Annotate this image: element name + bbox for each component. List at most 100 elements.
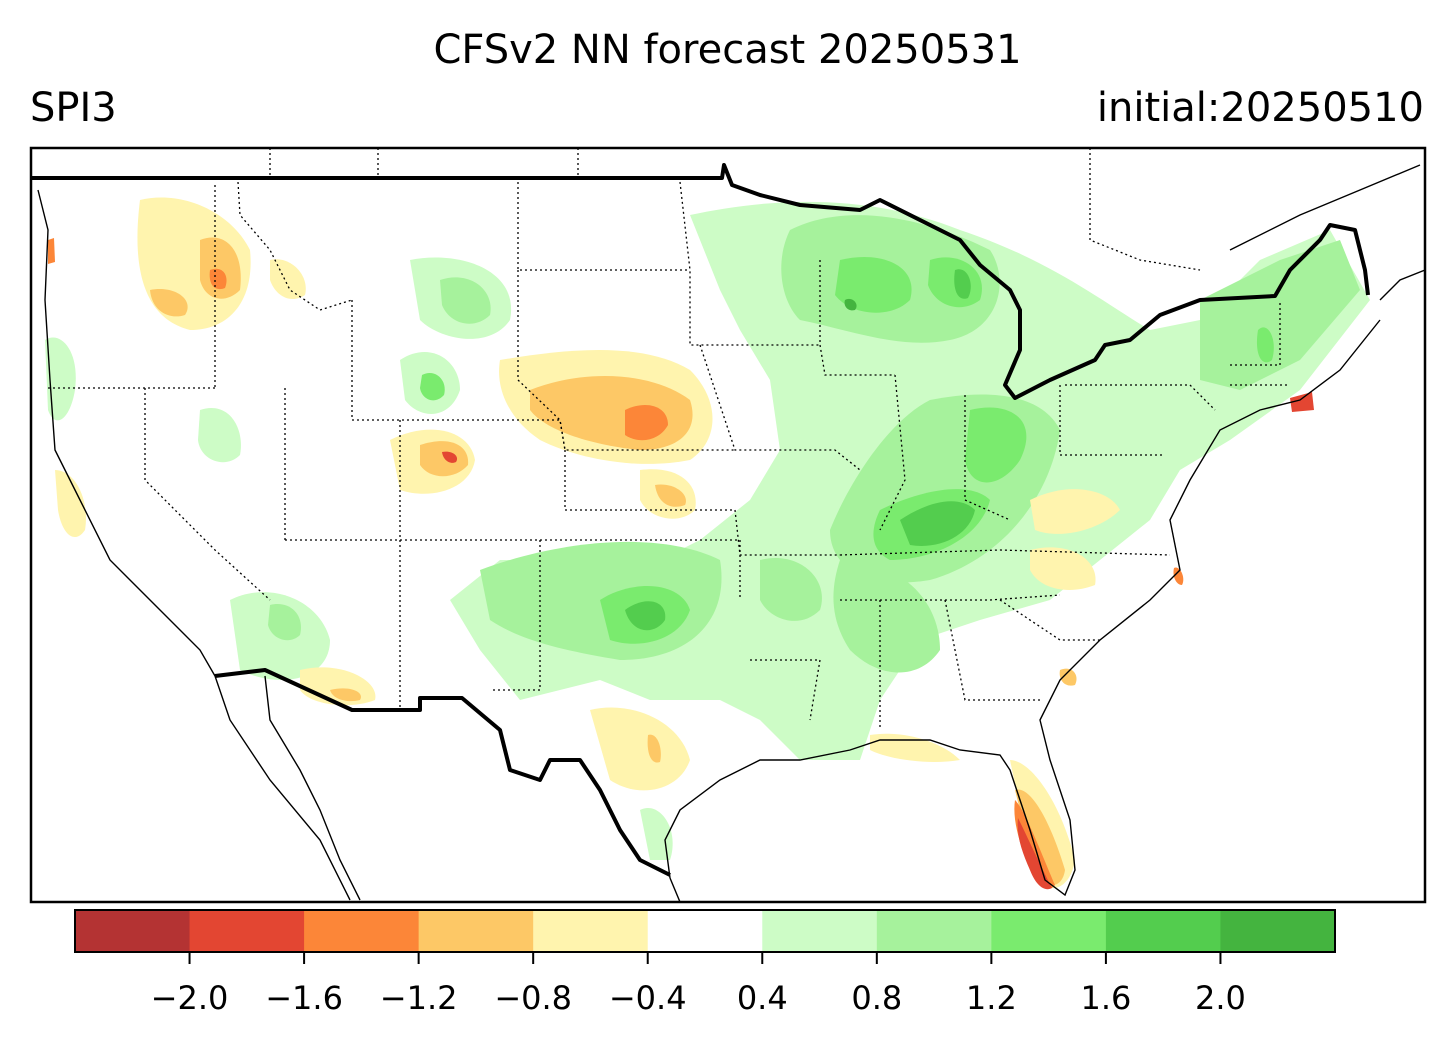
tn-ms-al-border	[840, 594, 1061, 601]
ks-ok-border	[540, 539, 741, 600]
wet-weak-areas	[45, 201, 1370, 860]
al-ga-border	[944, 599, 1040, 701]
ne-ks-border	[564, 450, 735, 511]
dry-strong-areas	[48, 238, 1314, 890]
initial-date-label: initial:20250510	[1096, 85, 1424, 131]
dry-strong-massachusetts	[1290, 392, 1314, 412]
mn-border	[679, 181, 820, 346]
pacific-coastline	[37, 189, 216, 677]
wet-light-arizona	[268, 604, 301, 641]
wet-moderate-indiana	[965, 407, 1027, 483]
ca-nv-border	[144, 388, 271, 601]
colorbar-tick-label: 1.6	[1080, 979, 1132, 1017]
colorbar-tick-label: 0.4	[736, 979, 788, 1017]
map-frame	[29, 146, 1427, 904]
oh-pa-border	[1059, 385, 1165, 456]
wet-strong-kentucky	[900, 501, 975, 546]
state-borders	[48, 148, 1290, 730]
colorbar-segment	[647, 910, 763, 952]
wet-light-arkansas	[760, 558, 822, 621]
dry-moderate-idaho	[209, 268, 227, 290]
colorbar-tick-label: −0.4	[608, 979, 687, 1017]
dakotas-border	[517, 182, 690, 271]
wet-weak-nevada	[198, 408, 241, 463]
ok-tx-border	[490, 540, 541, 691]
co-wy-border	[351, 300, 566, 451]
dry-light-carolina	[1059, 668, 1077, 686]
dry-weak-california	[55, 470, 86, 538]
ky-tn-border	[839, 549, 1171, 556]
colorbar-tick-label: −1.2	[379, 979, 458, 1017]
baja-coastline	[214, 675, 351, 901]
colorbar-segment	[876, 910, 992, 952]
dry-moderate-nc-coast	[1173, 567, 1184, 585]
wet-weak-south-tx	[640, 808, 673, 860]
id-mt-border	[237, 181, 353, 311]
dry-light-kansas	[655, 484, 686, 507]
wet-moderate-wyoming	[420, 372, 445, 401]
international-border	[31, 163, 1370, 877]
colorbar-segment	[1220, 910, 1336, 952]
colorbar-segment	[189, 910, 305, 952]
dry-light-texas	[647, 734, 661, 763]
ar-la-border	[750, 659, 821, 721]
wet-light-south	[833, 560, 940, 673]
dry-light-idaho	[200, 237, 241, 299]
wi-il-border	[819, 260, 895, 376]
map-panel	[31, 148, 1425, 902]
colorbar-tick-label: 2.0	[1195, 979, 1246, 1017]
canada-provincial	[269, 148, 1201, 271]
il-in-border	[879, 374, 906, 531]
colorbar-frame	[74, 909, 1336, 953]
dry-light-oregon	[150, 289, 188, 317]
colorbar-segment	[1105, 910, 1221, 952]
dry-weak-virginia	[1030, 489, 1120, 534]
dry-weak-gulf	[870, 733, 960, 762]
mexico-border	[214, 668, 671, 877]
colorbar-tick-label: −2.0	[150, 979, 229, 1017]
dry-weak-texas-south	[590, 707, 690, 791]
dry-strong-florida	[1017, 818, 1052, 890]
wet-strong-texas	[625, 601, 666, 631]
variable-label: SPI3	[30, 85, 117, 131]
st-lawrence	[1229, 164, 1421, 251]
canada-east-coast	[1379, 269, 1425, 301]
canada-border	[31, 163, 1370, 400]
colorbar-tick-label: −1.6	[265, 979, 343, 1017]
sd-ne-border	[517, 270, 735, 451]
colorbar-segment	[533, 910, 649, 952]
co-nm-border	[399, 420, 540, 541]
dry-light-arizona	[330, 688, 361, 702]
colorbar-tick-label: 0.8	[851, 979, 903, 1017]
baja-gulf-coast	[264, 675, 361, 901]
ny-pa-border	[1065, 384, 1216, 411]
wet-weak-washington	[45, 337, 76, 421]
wet-light-dakota	[440, 277, 491, 324]
dry-weak-montana	[270, 259, 306, 300]
dry-light-areas	[150, 237, 1077, 885]
wet-moderate-vermont	[1256, 327, 1274, 363]
dry-moderate-nebraska	[625, 405, 668, 441]
wet-strong-michigan	[954, 269, 971, 299]
gulf-coastline	[664, 319, 1381, 897]
colorbar-tick-label: −0.8	[494, 979, 573, 1017]
colorbar-segment	[304, 910, 420, 952]
wet-moderate-michigan	[835, 256, 912, 313]
dry-moderate-california	[48, 238, 55, 264]
dry-light-florida	[1015, 789, 1065, 885]
in-oh-border	[964, 395, 1011, 521]
dry-moderate-colorado	[442, 451, 458, 463]
dry-weak-arizona	[300, 667, 376, 706]
wet-strong-areas	[625, 269, 975, 631]
new-england-borders	[1230, 300, 1290, 386]
wet-strong-wisconsin	[844, 298, 857, 311]
colorbar-tick-label: 1.2	[965, 979, 1017, 1017]
colorbar-segment	[418, 910, 534, 952]
mo-ar-border	[734, 509, 840, 556]
dry-weak-carolina	[1030, 547, 1096, 590]
colorbar-segment	[75, 910, 191, 952]
mexico-east-coast	[669, 877, 681, 902]
colorbar	[74, 909, 1336, 964]
map-title: CFSv2 NN forecast 20250531	[433, 27, 1022, 73]
